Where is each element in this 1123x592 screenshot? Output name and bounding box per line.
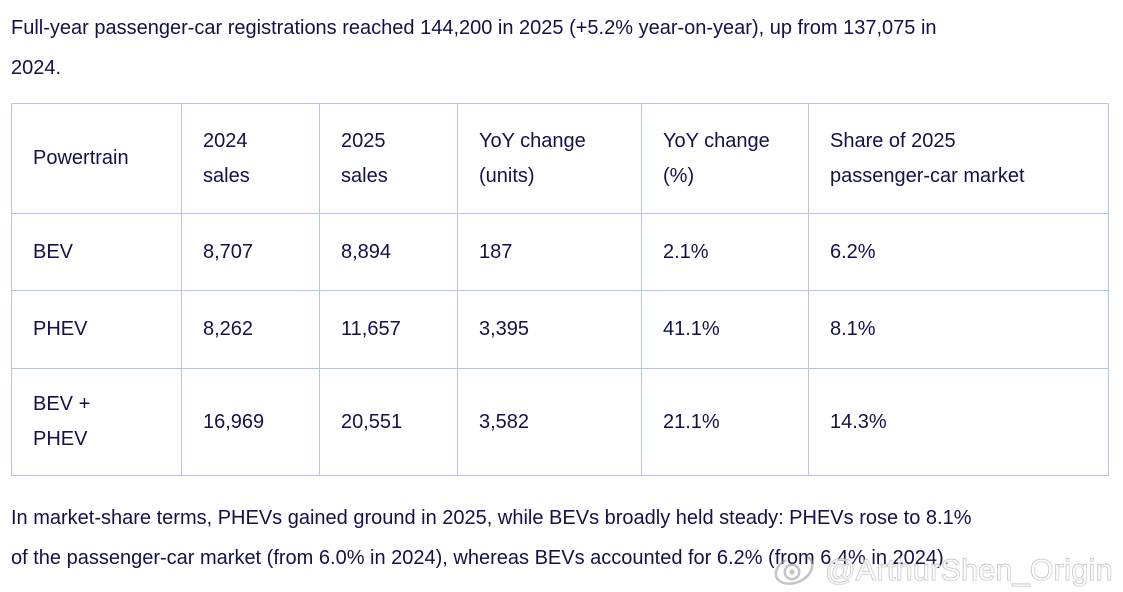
cell-powertrain: BEV — [11, 213, 182, 291]
cell-2024-sales: 16,969 — [181, 368, 320, 476]
cell-2024-sales: 8,262 — [181, 290, 320, 369]
sales-table: Powertrain 2024 sales 2025 sales YoY cha… — [11, 103, 1109, 476]
cell-yoy-pct: 41.1% — [641, 290, 809, 369]
table-row-phev: PHEV 8,262 11,657 3,395 41.1% 8.1% — [11, 290, 1109, 369]
table-row-bev-plus-phev: BEV + PHEV 16,969 20,551 3,582 21.1% 14.… — [11, 368, 1109, 476]
col-header-yoy-pct: YoY change (%) — [641, 103, 809, 214]
table-header-row: Powertrain 2024 sales 2025 sales YoY cha… — [11, 103, 1109, 214]
col-header-2025-sales: 2025 sales — [319, 103, 458, 214]
cell-share-2025: 8.1% — [808, 290, 1109, 369]
cell-share-2025: 6.2% — [808, 213, 1109, 291]
cell-2024-sales: 8,707 — [181, 213, 320, 291]
col-header-share-2025: Share of 2025 passenger-car market — [808, 103, 1109, 214]
closing-paragraph: In market-share terms, PHEVs gained grou… — [11, 507, 972, 569]
intro-paragraph: Full-year passenger-car registrations re… — [11, 17, 937, 79]
cell-2025-sales: 20,551 — [319, 368, 458, 476]
col-header-yoy-units: YoY change (units) — [457, 103, 642, 214]
cell-yoy-pct: 2.1% — [641, 213, 809, 291]
col-header-2024-sales: 2024 sales — [181, 103, 320, 214]
table-row-bev: BEV 8,707 8,894 187 2.1% 6.2% — [11, 213, 1109, 291]
cell-yoy-units: 3,582 — [457, 368, 642, 476]
article-body: Full-year passenger-car registrations re… — [11, 17, 1109, 569]
cell-yoy-units: 3,395 — [457, 290, 642, 369]
cell-yoy-units: 187 — [457, 213, 642, 291]
cell-2025-sales: 8,894 — [319, 213, 458, 291]
cell-powertrain: BEV + PHEV — [11, 368, 182, 476]
cell-share-2025: 14.3% — [808, 368, 1109, 476]
col-header-powertrain: Powertrain — [11, 103, 182, 214]
cell-2025-sales: 11,657 — [319, 290, 458, 369]
cell-yoy-pct: 21.1% — [641, 368, 809, 476]
cell-powertrain: PHEV — [11, 290, 182, 369]
